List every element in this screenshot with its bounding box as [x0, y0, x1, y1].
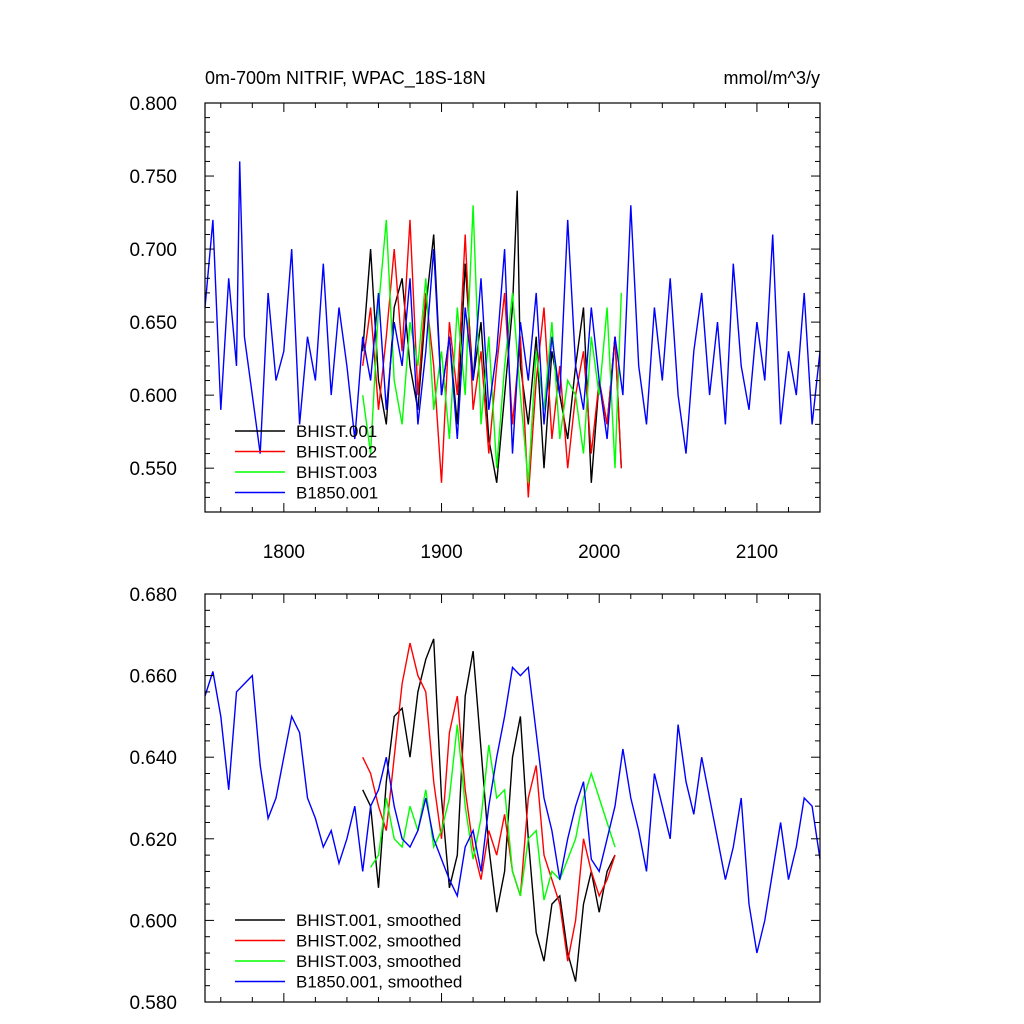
y-tick-label: 0.600: [129, 911, 177, 932]
y-tick-label: 0.650: [129, 313, 177, 334]
chart-title: 0m-700m NITRIF, WPAC_18S-18N: [205, 68, 486, 89]
series-line-2: [362, 642, 616, 962]
x-tick-label: 1800: [263, 542, 305, 563]
legend-label: B1850.001, smoothed: [296, 973, 462, 992]
series-line-4: [204, 161, 821, 454]
y-tick-label: 0.550: [129, 459, 177, 480]
chart-units: mmol/m^3/y: [724, 68, 820, 88]
series-line-4: [204, 665, 821, 954]
legend-label: BHIST.003: [296, 463, 377, 482]
x-tick-label: 2100: [736, 542, 778, 563]
bottom-panel: 0.580 0.600 0.620 0.640 0.660 0.680 BHIST.001,…: [129, 585, 821, 1014]
series-line-3: [370, 724, 616, 901]
series-line-1: [362, 190, 622, 483]
legend-label: B1850.001: [296, 484, 378, 503]
y-tick-label: 0.660: [129, 667, 177, 688]
plot-frame: [204, 593, 821, 1003]
series-line-3: [362, 205, 622, 483]
x-tick-label: 2000: [578, 542, 620, 563]
x-tick-label: 1900: [420, 542, 462, 563]
y-tick-label: 0.580: [129, 993, 177, 1014]
y-tick-label: 0.640: [129, 748, 177, 769]
legend-label: BHIST.002, smoothed: [296, 932, 461, 951]
legend-label: BHIST.002: [296, 443, 377, 462]
top-panel: 0m-700m NITRIF, WPAC_18S-18N mmol/m^3/y …: [129, 68, 821, 563]
y-tick-label: 0.620: [129, 830, 177, 851]
y-tick-label: 0.800: [129, 94, 177, 115]
y-tick-label: 0.600: [129, 386, 177, 407]
y-tick-label: 0.680: [129, 585, 177, 606]
y-tick-label: 0.750: [129, 167, 177, 188]
legend-label: BHIST.003, smoothed: [296, 952, 461, 971]
legend-label: BHIST.001: [296, 422, 377, 441]
y-tick-label: 0.700: [129, 240, 177, 261]
series-line-1: [362, 638, 616, 982]
legend-label: BHIST.001, smoothed: [296, 911, 461, 930]
